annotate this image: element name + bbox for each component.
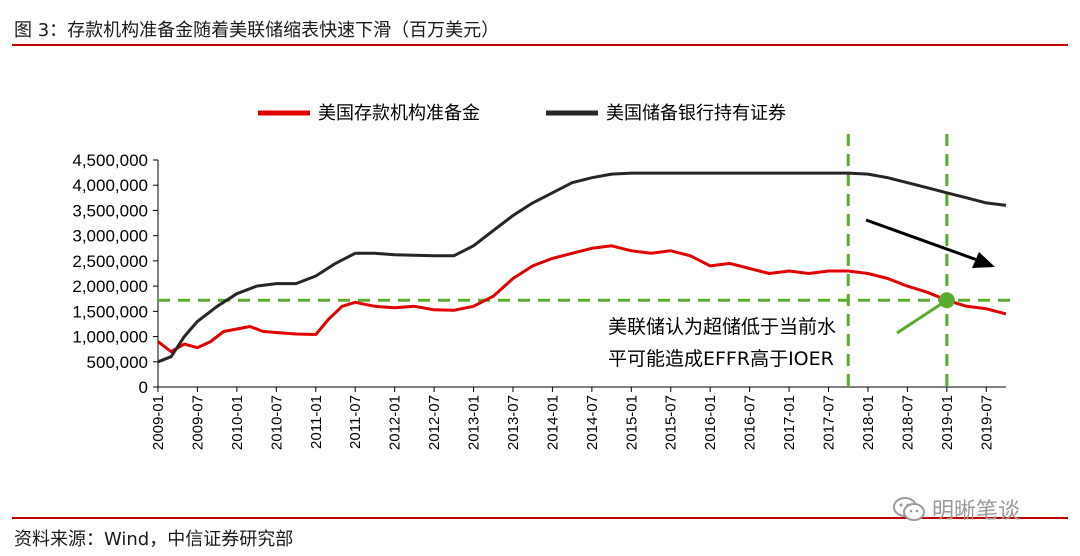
x-tick-label: 2009-07	[189, 395, 206, 450]
y-tick-label: 1,500,000	[72, 302, 148, 321]
series-lines	[157, 171, 1007, 364]
x-tick-label: 2009-01	[150, 395, 167, 450]
y-axis: 0 500,000 1,000,000 1,500,000 2,000,000 2,500…	[72, 151, 159, 397]
x-tick-label: 2017-01	[781, 395, 798, 450]
watermark-label: 明晰笔谈	[932, 499, 1021, 524]
legend: 美国存款机构准备金 美国储备银行持有证券	[258, 103, 786, 124]
x-tick-label: 2013-07	[505, 395, 522, 450]
x-axis: 2009-01 2009-07 2010-01 2010-07 2011-01 2011-…	[150, 386, 1006, 450]
x-tick-label: 2011-07	[347, 395, 364, 449]
footer-divider	[12, 517, 1068, 519]
legend-label: 美国存款机构准备金	[318, 103, 480, 124]
y-tick-label: 3,000,000	[72, 227, 148, 246]
x-tick-label: 2018-07	[899, 395, 916, 450]
callout-text-line2: 平可能造成EFFR高于IOER	[608, 348, 834, 370]
legend-label: 美国储备银行持有证券	[606, 103, 786, 124]
x-tick-label: 2015-01	[623, 395, 640, 450]
y-tick-label: 2,000,000	[72, 277, 148, 296]
guide-lines	[158, 134, 1018, 387]
trend-arrow-head	[972, 252, 995, 268]
y-tick-label: 2,500,000	[72, 252, 148, 271]
x-tick-label: 2014-07	[584, 395, 601, 450]
x-tick-label: 2012-07	[426, 395, 443, 450]
x-tick-label: 2013-01	[466, 395, 483, 450]
x-tick-label: 2010-01	[229, 395, 246, 450]
x-tick-label: 2017-07	[821, 395, 838, 450]
callout-text-line1: 美联储认为超储低于当前水	[608, 316, 836, 338]
y-tick-label: 500,000	[87, 353, 148, 372]
y-tick-label: 1,000,000	[72, 328, 148, 347]
y-tick-label: 3,500,000	[72, 201, 148, 220]
x-tick-label: 2016-01	[702, 395, 719, 450]
x-tick-label: 2018-01	[860, 395, 877, 450]
title-divider	[12, 44, 1068, 46]
y-tick-label: 4,000,000	[72, 176, 148, 195]
x-tick-label: 2012-01	[387, 395, 404, 450]
source-note: 资料来源：Wind，中信证券研究部	[14, 529, 294, 550]
chart-title: 图 3：存款机构准备金随着美联储缩表快速下滑（百万美元）	[14, 20, 500, 41]
x-tick-label: 2015-07	[663, 395, 680, 450]
x-tick-label: 2014-01	[544, 395, 561, 450]
y-tick-label: 4,500,000	[72, 151, 148, 170]
x-tick-label: 2016-07	[742, 395, 759, 450]
callout-leader	[896, 298, 948, 335]
series-line-2	[157, 171, 1007, 364]
x-tick-label: 2010-07	[268, 395, 285, 450]
x-tick-label: 2019-07	[978, 395, 995, 450]
x-tick-label: 2019-01	[939, 395, 956, 450]
x-tick-label: 2011-01	[308, 395, 325, 449]
y-tick-label: 0	[139, 378, 148, 397]
series-line-1	[157, 244, 1007, 354]
watermark: 明晰笔谈	[892, 493, 1020, 525]
trend-arrow-shaft	[865, 218, 981, 263]
wechat-icon	[893, 497, 925, 521]
